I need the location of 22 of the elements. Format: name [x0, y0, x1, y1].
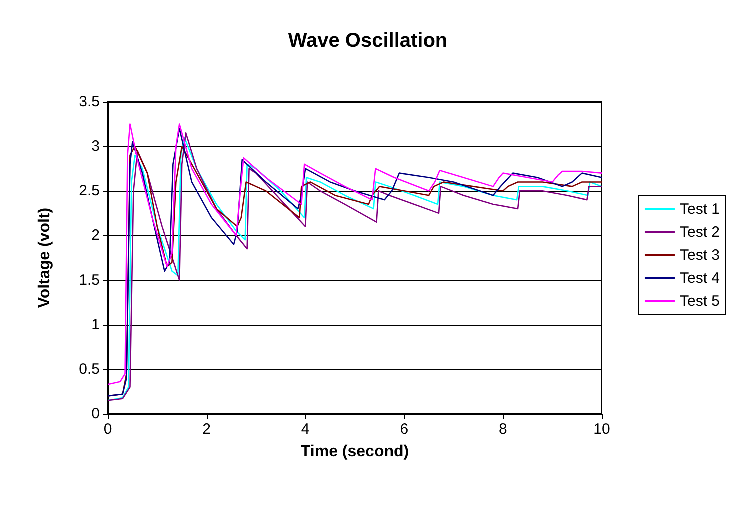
x-tick-label: 10 [594, 421, 610, 438]
x-tick-label: 8 [499, 421, 508, 438]
y-tick-label: 1 [92, 316, 100, 334]
y-tick-label: 1.5 [79, 272, 100, 289]
x-tick-label: 2 [202, 421, 211, 438]
y-tick-label: 3.5 [79, 94, 100, 110]
x-tick-label: 4 [301, 421, 310, 438]
legend-label: Test 4 [680, 270, 720, 287]
y-tick-label: 0.5 [79, 360, 100, 378]
chart-title: Wave Oscillation [288, 30, 448, 52]
x-axis-title: Time (second) [300, 444, 410, 460]
legend-label: Test 2 [680, 224, 720, 241]
x-tick-label: 0 [104, 421, 112, 438]
legend-label: Test 5 [680, 293, 720, 310]
y-tick-label: 2 [92, 227, 100, 244]
x-tick-label: 6 [400, 421, 409, 438]
legend-label: Test 1 [680, 201, 720, 218]
y-axis-title: Voltage (volt) [36, 208, 54, 308]
y-tick-label: 2.5 [79, 182, 100, 200]
legend-label: Test 3 [680, 247, 720, 264]
y-tick-label: 3 [92, 138, 100, 156]
y-tick-label: 0 [92, 406, 100, 422]
